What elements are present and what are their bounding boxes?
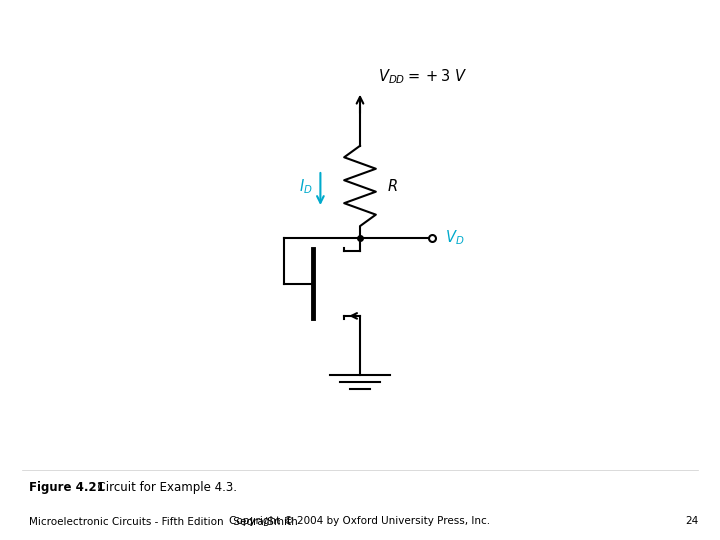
Text: Circuit for Example 4.3.: Circuit for Example 4.3. [90,481,237,494]
Text: Microelectronic Circuits - Fifth Edition   Sedra/Smith: Microelectronic Circuits - Fifth Edition… [29,516,297,526]
Text: Copyright © 2004 by Oxford University Press, Inc.: Copyright © 2004 by Oxford University Pr… [230,516,490,526]
Text: $V_D$: $V_D$ [445,228,464,247]
Text: $V_{DD} = +3$ V: $V_{DD} = +3$ V [378,68,467,86]
Text: $I_D$: $I_D$ [300,177,313,195]
Text: Figure 4.21: Figure 4.21 [29,481,104,494]
Text: $R$: $R$ [387,178,398,194]
Text: 24: 24 [685,516,698,526]
